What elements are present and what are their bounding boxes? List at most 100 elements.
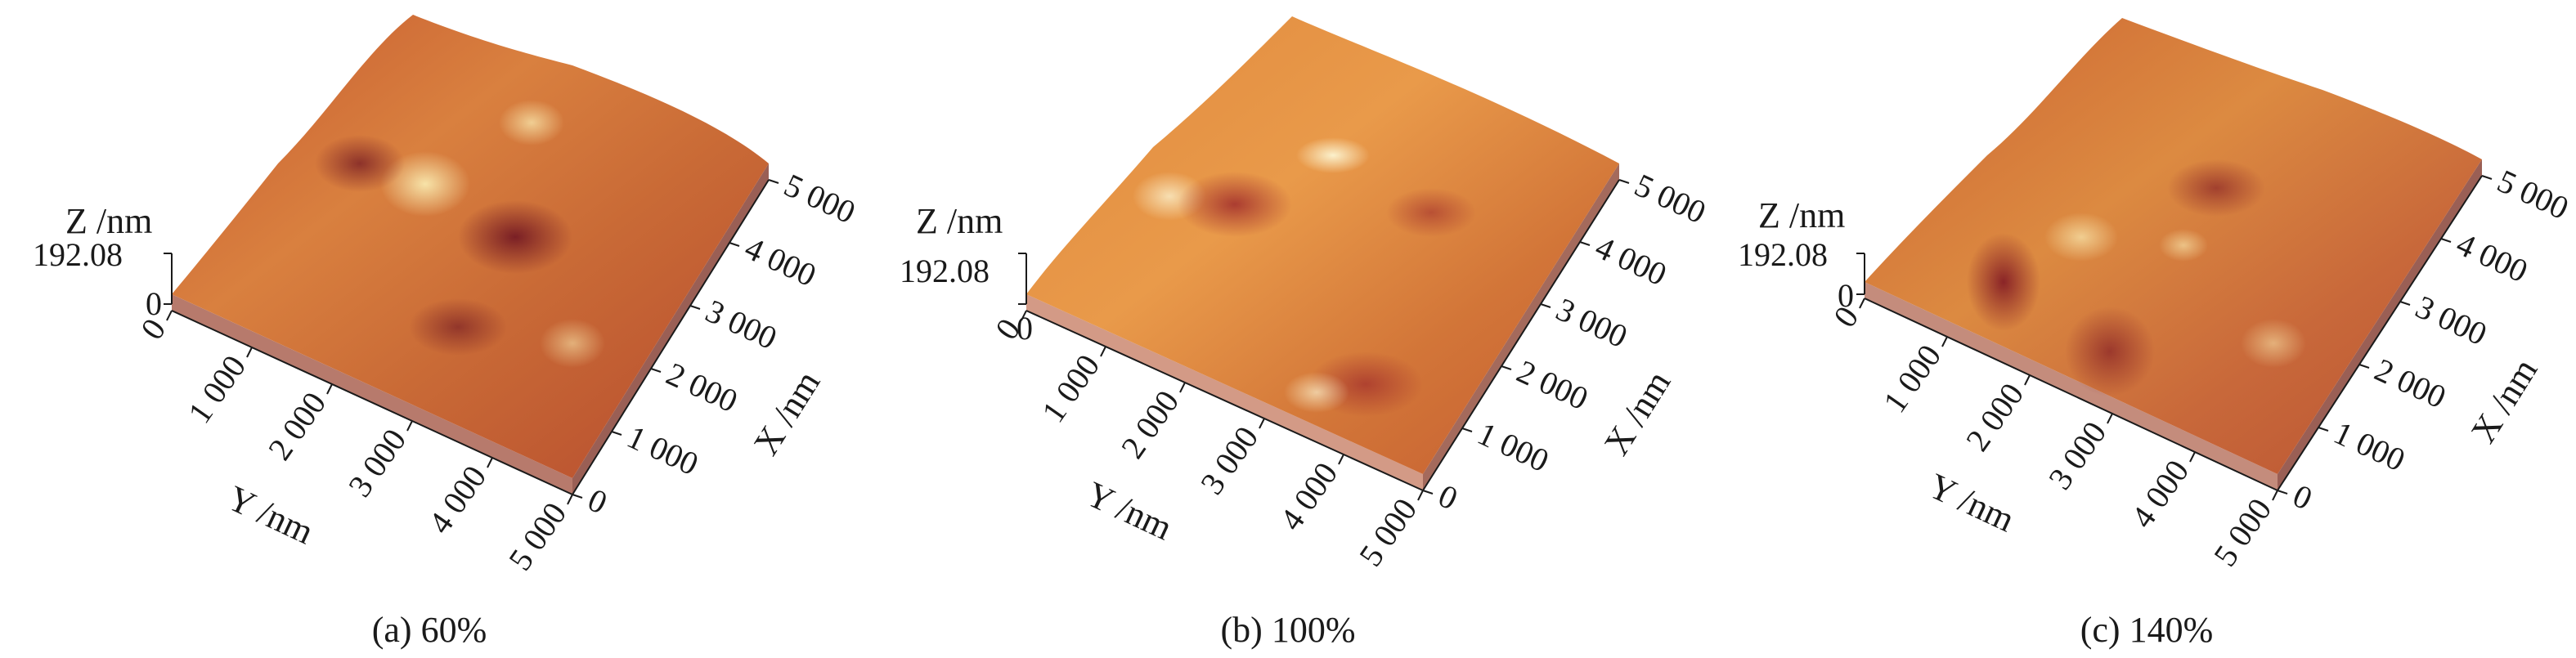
x-tick	[1579, 241, 1591, 246]
surface-left-wall	[1026, 294, 1423, 490]
x-tick-label: 4 000	[1590, 228, 1672, 293]
x-tick-label: 2 000	[2369, 351, 2452, 415]
z-axis-title: Z /nm	[916, 201, 1003, 241]
y-axis-title: Y /nm	[222, 478, 320, 553]
z-zero-label: 0	[146, 285, 162, 322]
surface-right-wall	[2278, 159, 2482, 490]
y-tick-label: 3 000	[2041, 414, 2113, 496]
y-tick	[2107, 413, 2113, 424]
surface-valley	[1967, 233, 2040, 331]
x-tick	[650, 368, 662, 373]
surface-peak	[499, 100, 564, 145]
y-tick	[567, 494, 573, 505]
y-tick	[1100, 346, 1106, 357]
z-max-label: 192.08	[1738, 236, 1828, 273]
surface-valley	[1178, 172, 1292, 237]
y-tick-label: 1 000	[1034, 347, 1106, 429]
afm-3d-plot-a: Z /nm 192.08 0 01 000 2 000 3 000 4 000 5 00…	[33, 15, 861, 650]
x-tick	[729, 242, 740, 247]
y-tick-label: 5 000	[501, 495, 573, 577]
x-tick-label: 3 000	[2410, 288, 2493, 352]
y-tick	[1941, 336, 1948, 347]
z-zero-label: 0	[1838, 277, 1854, 314]
surface-left-wall	[1865, 282, 2278, 490]
y-tick-label: 4 000	[1272, 455, 1344, 537]
z-max-label: 192.08	[33, 236, 123, 273]
x-tick	[768, 179, 779, 184]
y-axis-title: Y /nm	[1923, 466, 2021, 540]
y-tick-label: 5 000	[2206, 491, 2278, 573]
y-tick	[1021, 310, 1027, 321]
x-tick	[2318, 427, 2329, 432]
y-tick	[406, 420, 413, 432]
y-tick-label: 1 000	[1876, 338, 1948, 419]
surface-peak	[2241, 319, 2306, 368]
z-zero-label: 0	[1016, 310, 1033, 347]
x-axis	[1422, 179, 1620, 491]
y-tick	[2024, 374, 2031, 386]
z-axis-title: Z /nm	[1758, 195, 1845, 235]
y-tick-label: 2 000	[1959, 376, 2031, 458]
surface-valley	[2167, 159, 2265, 217]
x-tick	[2440, 238, 2452, 243]
surface-top-b	[1026, 16, 1619, 474]
y-tick-label: 4 000	[421, 459, 493, 540]
x-tick-label: 0	[2287, 477, 2318, 517]
x-axis	[572, 179, 770, 495]
surface-peak	[1284, 372, 1349, 413]
afm-3d-plot-b: Z /nm 192.08 0 01 000 2 000 3 000 4 000 5 00…	[900, 16, 1712, 650]
surface-valley	[2065, 307, 2155, 396]
surface-peak	[540, 319, 605, 368]
surface-peak	[2044, 213, 2118, 262]
z-axis-title: Z /nm	[65, 201, 152, 241]
surface-valley	[458, 200, 572, 274]
x-tick-label: 1 000	[2328, 414, 2411, 478]
x-tick-label: 4 000	[2451, 225, 2533, 289]
x-tick	[611, 431, 622, 436]
y-tick-label: 5 000	[1352, 491, 1424, 573]
y-tick	[1338, 454, 1344, 465]
y-tick	[326, 383, 333, 395]
x-axis-title: X /nm	[1596, 364, 1678, 462]
y-tick	[1179, 382, 1186, 393]
surface-valley	[315, 135, 405, 192]
x-axis-title: X /nm	[746, 364, 828, 462]
x-axis	[2277, 175, 2483, 491]
x-tick-label: 5 000	[779, 166, 861, 231]
y-tick-label: 4 000	[2124, 453, 2196, 535]
surface-valley	[409, 298, 507, 356]
x-tick-label: 5 000	[1629, 166, 1712, 231]
surface-right-wall	[572, 163, 769, 495]
y-tick	[2189, 451, 2196, 463]
y-tick	[1259, 418, 1265, 429]
y-tick	[1859, 298, 1865, 309]
x-tick	[1618, 179, 1630, 184]
x-tick	[1461, 427, 1473, 432]
x-tick-label: 4 000	[739, 229, 822, 293]
surface-peak	[2159, 229, 2208, 262]
surface-right-wall	[1423, 163, 1619, 490]
x-tick	[2358, 364, 2370, 369]
x-tick	[1540, 303, 1551, 308]
x-tick-label: 2 000	[661, 355, 743, 419]
x-tick-label: 3 000	[1551, 290, 1633, 355]
surface-left-wall	[172, 294, 572, 495]
x-tick	[572, 494, 583, 499]
y-tick	[2272, 490, 2278, 501]
y-tick-label: 1 000	[181, 348, 253, 430]
x-tick-label: 3 000	[700, 292, 783, 356]
x-tick	[2481, 175, 2493, 180]
y-tick-label: 2 000	[1114, 383, 1186, 465]
y-tick	[487, 457, 493, 468]
x-tick	[689, 305, 701, 310]
x-tick	[1501, 365, 1512, 370]
z-max-label: 192.08	[900, 253, 990, 289]
surface-peak	[1296, 137, 1370, 173]
y-tick-label: 3 000	[341, 422, 413, 504]
y-axis	[171, 310, 573, 495]
y-tick	[246, 347, 253, 358]
x-tick	[1422, 490, 1434, 495]
afm-3d-plot-c: Z /nm 192.08 0 01 000 2 000 3 000 4 000 5 00…	[1738, 18, 2574, 650]
panel-caption: (a) 60%	[372, 610, 487, 650]
